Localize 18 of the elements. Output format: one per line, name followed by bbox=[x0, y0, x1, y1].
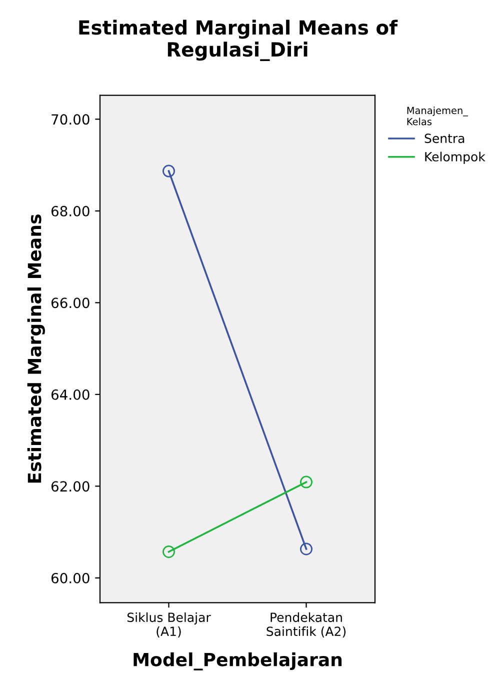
x-tick-label: Pendekatan Saintifik (A2) bbox=[266, 612, 346, 638]
y-tick-label: 66.00 bbox=[51, 298, 90, 308]
y-tick-label: 70.00 bbox=[52, 114, 90, 125]
x-axis-title: Model_Pembelajaran bbox=[134, 652, 342, 670]
legend-label: Kelompok bbox=[425, 152, 486, 164]
legend-title: Manajemen_ Kelas bbox=[407, 106, 468, 126]
point bbox=[162, 164, 175, 178]
point bbox=[162, 546, 175, 558]
legend-label: Sentra bbox=[424, 134, 464, 144]
x-tick-label: Siklus Belajar (A1) bbox=[127, 612, 211, 638]
point bbox=[300, 476, 312, 488]
y-axis-title: Estimated Marginal Means bbox=[27, 214, 45, 483]
point bbox=[300, 542, 312, 556]
y-tick-label: 68.00 bbox=[51, 206, 90, 216]
y-tick-label: 60.00 bbox=[51, 572, 90, 584]
chart-title: Estimated Marginal Means of Regulasi_Diri bbox=[79, 20, 398, 62]
y-tick-label: 62.00 bbox=[51, 481, 90, 492]
y-tick-label: 64.00 bbox=[51, 389, 90, 400]
